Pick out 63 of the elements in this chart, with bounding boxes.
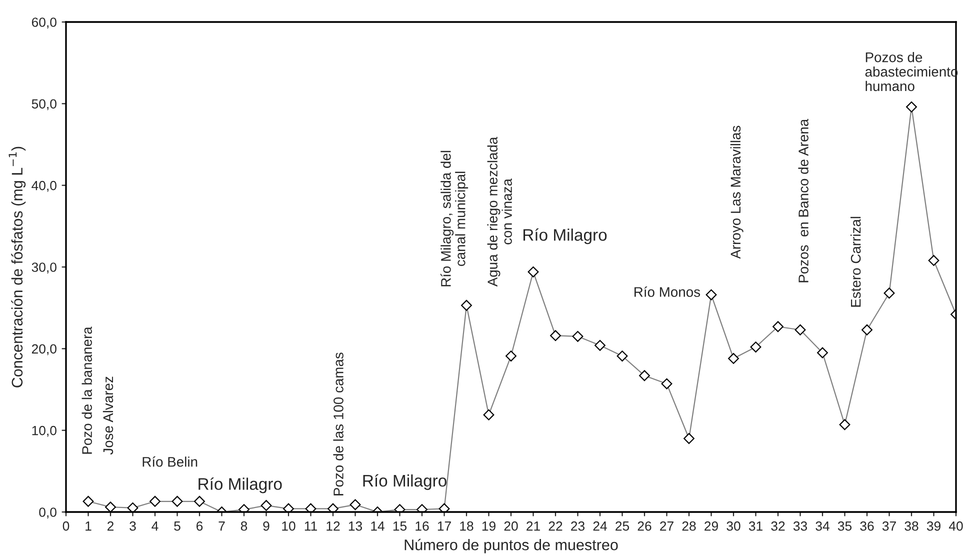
x-tick-label: 29 xyxy=(704,521,718,531)
y-tick-label: 0,0 xyxy=(39,508,56,518)
x-tick-label: 17 xyxy=(438,522,451,531)
annotation: Agua de riego mezclada con vinaza xyxy=(487,136,512,287)
x-tick-label: 39 xyxy=(926,521,940,531)
x-tick-label: 38 xyxy=(904,521,918,531)
x-tick-label: 13 xyxy=(348,521,362,531)
y-tick-label: 30,0 xyxy=(32,262,56,274)
x-tick-label: 40 xyxy=(948,521,963,531)
x-tick-label: 22 xyxy=(548,521,562,531)
x-tick-label: 27 xyxy=(660,521,674,531)
annotation: Río Milagro xyxy=(198,477,282,494)
x-axis-title: Número de puntos de muestreo xyxy=(404,538,618,554)
annotation: Río Milagro xyxy=(523,228,607,244)
x-tick-label: 30 xyxy=(726,521,740,531)
x-tick-label: 34 xyxy=(816,521,830,531)
x-tick-label: 21 xyxy=(526,521,540,531)
x-tick-label: 2 xyxy=(107,521,114,531)
x-tick-label: 7 xyxy=(218,522,225,531)
annotation: Pozos en Banco de Arena xyxy=(798,118,808,282)
x-tick-label: 19 xyxy=(482,521,496,531)
x-tick-label: 8 xyxy=(240,521,248,531)
annotation: Río Milagro, salida del canal municipal xyxy=(440,150,468,286)
x-tick-label: 9 xyxy=(263,521,270,531)
y-axis-title: Concentración de fósfatos (mg L$^{−1}$) xyxy=(8,146,26,388)
x-tick-label: 18 xyxy=(460,521,474,531)
x-tick-label: 11 xyxy=(304,522,317,531)
x-tick-label: 1 xyxy=(86,522,92,531)
x-tick-label: 10 xyxy=(282,521,296,531)
x-tick-label: 16 xyxy=(416,521,429,531)
y-tick-label: 10,0 xyxy=(32,426,56,437)
x-tick-label: 15 xyxy=(393,522,407,531)
x-tick-label: 4 xyxy=(152,522,158,531)
x-tick-label: 14 xyxy=(371,522,384,531)
annotation: Arroyo Las Maravillas xyxy=(730,126,744,259)
x-tick-label: 37 xyxy=(882,521,896,531)
x-tick-label: 23 xyxy=(571,521,585,531)
x-tick-label: 26 xyxy=(638,521,652,531)
annotation: Pozo de la bananera xyxy=(82,326,92,454)
x-tick-label: 32 xyxy=(771,521,785,531)
x-tick-label: 31 xyxy=(748,521,762,531)
x-tick-label: 5 xyxy=(174,522,180,531)
x-tick-label: 36 xyxy=(860,521,874,531)
annotation: Estero Carrizal xyxy=(850,216,861,307)
x-tick-label: 12 xyxy=(326,521,340,531)
y-tick-label: 20,0 xyxy=(32,344,56,356)
x-tick-label: 25 xyxy=(616,521,630,531)
y-tick-label: 40,0 xyxy=(32,180,56,192)
x-tick-label: 33 xyxy=(793,521,808,531)
annotation: Río Monos xyxy=(634,286,700,297)
annotation: Río Belin xyxy=(142,456,198,467)
x-tick-label: 6 xyxy=(196,521,203,531)
annotation: Río Milagro xyxy=(363,474,446,490)
y-tick-label: 60,0 xyxy=(32,18,56,28)
y-tick-label: 50,0 xyxy=(32,99,56,110)
x-tick-label: 3 xyxy=(130,521,136,531)
x-tick-label: 24 xyxy=(593,521,607,531)
annotation: Jose Alvarez xyxy=(102,376,114,455)
annotation: Pozo de las 100 camas xyxy=(333,352,344,496)
x-tick-label: 20 xyxy=(504,521,518,531)
x-tick-label: 0 xyxy=(62,521,70,531)
x-tick-label: 28 xyxy=(682,521,696,531)
x-tick-label: 35 xyxy=(838,521,852,531)
